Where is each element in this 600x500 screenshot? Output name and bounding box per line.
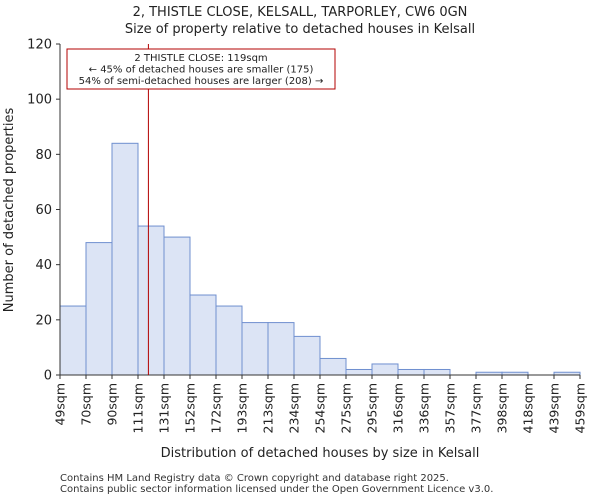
x-tick-label: 49sqm: [53, 383, 68, 426]
property-marker-group: 2 THISTLE CLOSE: 119sqm← 45% of detached…: [66, 44, 336, 375]
x-tick-label: 90sqm: [105, 383, 120, 426]
annotation-box: [66, 48, 336, 90]
x-tick-label: 152sqm: [183, 383, 198, 433]
chart-subtitle: Size of property relative to detached ho…: [124, 22, 476, 37]
y-tick-label: 0: [44, 369, 52, 384]
ticks-group: 0 20 40 60 80 100 120 49sqm 70sqm 90sqm 111sqm 131s…: [27, 38, 587, 434]
y-tick-label: 40: [35, 258, 52, 273]
x-tick-label: 459sqm: [573, 383, 588, 433]
x-tick-label: 316sqm: [391, 383, 406, 433]
x-tick-label: 172sqm: [209, 383, 224, 433]
x-tick-label: 336sqm: [417, 383, 432, 433]
y-tick-label: 80: [35, 148, 52, 163]
footer-attribution: Contains HM Land Registry data © Crown c…: [60, 473, 493, 495]
bar: [163, 236, 191, 376]
chart-header: 2, THISTLE CLOSE, KELSALL, TARPORLEY, CW…: [0, 4, 600, 38]
bar: [293, 335, 321, 376]
bar: [319, 357, 347, 376]
footer-line-2: Contains public sector information licen…: [60, 484, 494, 495]
x-tick-label: 377sqm: [469, 383, 484, 433]
y-tick-label: 60: [35, 203, 52, 218]
bar: [85, 242, 113, 376]
x-axis-label: Distribution of detached houses by size …: [161, 446, 480, 461]
bar: [267, 322, 295, 376]
chart-title: 2, THISTLE CLOSE, KELSALL, TARPORLEY, CW…: [132, 5, 468, 20]
bar: [371, 363, 399, 376]
y-tick-label: 100: [27, 93, 52, 108]
x-tick-label: 254sqm: [313, 383, 328, 433]
x-tick-label: 418sqm: [521, 383, 536, 433]
bar: [111, 142, 139, 376]
x-tick-label: 275sqm: [339, 383, 354, 433]
bar: [345, 368, 373, 376]
x-tick-label: 111sqm: [131, 383, 146, 433]
bar: [241, 322, 269, 376]
x-tick-label: 193sqm: [235, 383, 250, 433]
bars-group: [59, 142, 581, 376]
y-tick-label: 20: [35, 313, 52, 328]
bar: [137, 225, 165, 376]
x-tick-label: 70sqm: [79, 383, 94, 426]
bar: [397, 368, 425, 376]
bar: [423, 368, 451, 376]
annotation-line: 2 THISTLE CLOSE: 119sqm: [134, 53, 267, 64]
x-tick-label: 398sqm: [495, 383, 510, 433]
footer-line-1: Contains HM Land Registry data © Crown c…: [60, 473, 449, 484]
x-tick-label: 131sqm: [157, 383, 172, 433]
bar: [215, 305, 243, 376]
annotation-line: ← 45% of detached houses are smaller (17…: [89, 65, 314, 76]
y-tick-label: 120: [27, 38, 52, 53]
bar: [59, 305, 87, 376]
bar: [189, 294, 217, 376]
x-tick-label: 213sqm: [261, 383, 276, 433]
y-axis-label: Number of detached properties: [2, 108, 17, 313]
x-tick-label: 295sqm: [365, 383, 380, 433]
x-tick-label: 439sqm: [547, 383, 562, 433]
x-tick-label: 357sqm: [443, 383, 458, 433]
x-tick-label: 234sqm: [287, 383, 302, 433]
annotation-line: 54% of semi-detached houses are larger (…: [79, 76, 324, 87]
